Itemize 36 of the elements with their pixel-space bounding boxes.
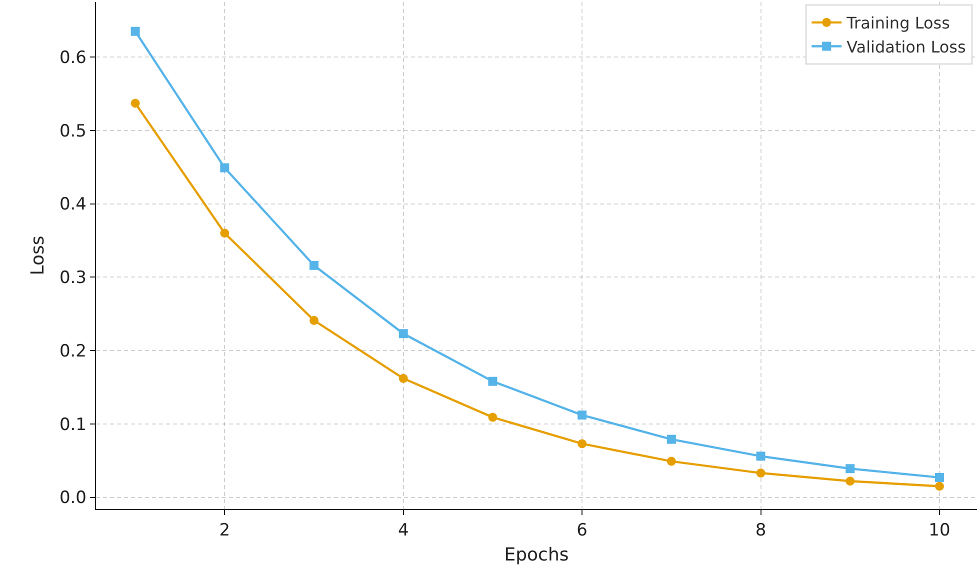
point: [398, 329, 408, 338]
point: [130, 98, 140, 108]
point: [488, 412, 498, 422]
x-tick-label: 10: [928, 520, 950, 540]
x-tick-label: 2: [219, 520, 230, 540]
point: [846, 476, 855, 486]
y-axis-title: Loss: [28, 236, 49, 276]
point: [488, 376, 498, 386]
point: [934, 472, 944, 482]
point: [934, 482, 944, 491]
y-tick-label: 0.3: [59, 268, 86, 288]
x-tick-label: 4: [398, 520, 409, 540]
y-tick-label: 0.1: [59, 414, 86, 435]
y-tick-label: 0.0: [59, 488, 86, 508]
point: [220, 228, 230, 238]
x-tick-label: 6: [576, 520, 588, 540]
y-tick-label: 0.4: [59, 194, 86, 215]
point: [846, 464, 855, 474]
point: [220, 163, 230, 172]
point: [130, 26, 140, 36]
legend-label: Validation Loss: [846, 37, 966, 56]
point: [578, 410, 587, 420]
y-tick-label: 0.2: [59, 341, 86, 362]
y-tick-label: 0.5: [59, 121, 86, 142]
point: [756, 452, 766, 461]
x-axis-title: Epochs: [504, 544, 569, 566]
y-tick-label: 0.6: [59, 48, 86, 68]
x-tick-label: 8: [755, 520, 766, 540]
point: [578, 439, 587, 448]
point: [310, 260, 319, 270]
point: [310, 316, 319, 325]
legend-label: Training Loss: [846, 14, 950, 33]
point: [756, 468, 766, 478]
point: [666, 434, 676, 444]
point: [666, 456, 676, 466]
point: [398, 374, 408, 383]
